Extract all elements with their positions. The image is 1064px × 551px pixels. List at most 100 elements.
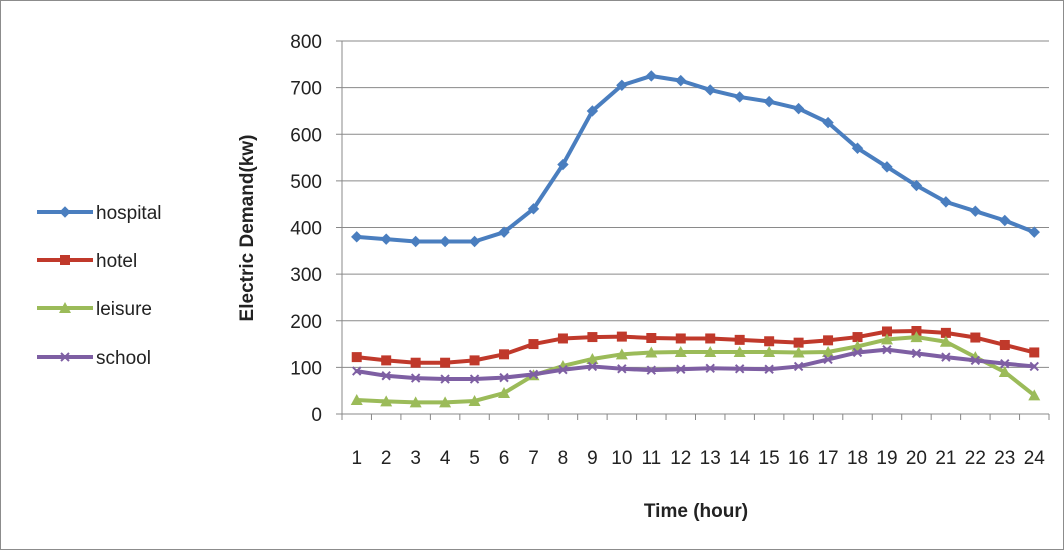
data-point-school: [676, 364, 686, 374]
data-point-hospital: [586, 105, 599, 117]
data-point-school: [646, 365, 657, 375]
x-tick-label: 21: [935, 448, 956, 469]
data-point-hotel: [587, 332, 598, 343]
y-tick-label: 200: [290, 312, 322, 333]
data-point-leisure: [645, 346, 658, 358]
x-tick-label: 14: [729, 448, 751, 469]
x-tick-label: 23: [994, 448, 1015, 469]
data-point-hotel: [911, 326, 922, 337]
series-line-leisure: [354, 335, 1037, 405]
data-point-leisure: [822, 345, 835, 357]
data-point-school: [911, 348, 922, 359]
data-point-school: [410, 373, 421, 383]
legend-item-leisure: leisure: [37, 299, 152, 320]
data-point-hotel: [351, 352, 362, 363]
y-axis-title: Electric Demand(kw): [237, 135, 258, 322]
y-tick-label: 500: [290, 172, 322, 193]
series-hospital: [351, 70, 1040, 248]
data-point-hotel: [675, 333, 686, 344]
x-tick-label: 19: [876, 448, 897, 469]
data-point-leisure: [910, 331, 923, 343]
data-point-school: [499, 372, 509, 383]
data-point-hotel: [646, 333, 657, 344]
data-point-hospital: [380, 233, 392, 245]
series-group: [350, 70, 1041, 408]
data-point-leisure: [674, 345, 687, 357]
data-point-leisure: [939, 335, 952, 347]
data-point-school: [381, 371, 391, 381]
data-point-hospital: [616, 79, 628, 92]
series-line-hotel: [354, 329, 1037, 365]
data-point-hotel: [557, 333, 568, 344]
x-tick-label: 3: [410, 448, 421, 469]
data-point-hospital: [645, 70, 658, 82]
data-point-hospital: [557, 158, 569, 171]
data-point-school: [1029, 361, 1039, 372]
data-point-leisure: [586, 352, 599, 364]
data-point-leisure: [998, 366, 1011, 378]
data-point-hotel: [469, 355, 480, 366]
x-tick-label: 12: [670, 448, 691, 469]
x-tick-label: 22: [965, 448, 986, 469]
data-point-leisure: [615, 348, 628, 360]
legend-item-hotel: hotel: [37, 251, 137, 272]
y-tick-label: 700: [290, 79, 322, 100]
data-point-hospital: [969, 205, 982, 217]
data-point-school: [705, 363, 715, 374]
x-tick-label: 24: [1024, 448, 1046, 469]
x-tick-label: 20: [906, 448, 927, 469]
data-point-leisure: [498, 387, 511, 399]
data-point-leisure: [704, 345, 717, 357]
data-point-hospital: [439, 235, 451, 248]
y-tick-label: 600: [290, 125, 322, 146]
gridlines: [341, 40, 1049, 415]
data-point-leisure: [763, 345, 776, 357]
legend-item-hospital: hospital: [37, 203, 162, 224]
legend-marker-leisure: [59, 302, 71, 313]
data-point-leisure: [468, 394, 481, 406]
legend-marker-school: [60, 352, 70, 362]
data-point-hospital: [527, 203, 540, 215]
data-point-hotel: [381, 355, 392, 366]
x-tick-label: 1: [351, 448, 362, 469]
data-point-hotel: [734, 334, 745, 345]
x-tick-label: 15: [759, 448, 780, 469]
x-tick-label: 4: [440, 448, 451, 469]
data-point-school: [852, 347, 863, 358]
x-axis-ticks: 1 2 3 4 5 6 7 8 9 10 11 12 13 14 15 16 17 18 19 20 21 22 23 24: [341, 414, 1050, 469]
legend-label-school: school: [96, 348, 151, 369]
data-point-school: [793, 361, 804, 372]
x-tick-label: 9: [587, 448, 598, 469]
series-hotel: [351, 326, 1040, 368]
data-point-hospital: [1028, 226, 1040, 238]
data-point-hotel: [823, 335, 834, 346]
x-tick-label: 13: [700, 448, 721, 469]
data-point-leisure: [409, 396, 422, 408]
data-point-leisure: [380, 395, 393, 407]
data-point-school: [469, 374, 480, 384]
x-tick-label: 16: [788, 448, 809, 469]
series-line-hospital: [354, 73, 1037, 244]
x-axis-title: Time (hour): [644, 501, 748, 522]
data-point-hospital: [468, 235, 481, 248]
x-tick-label: 5: [469, 448, 480, 469]
data-point-hotel: [970, 332, 981, 343]
data-point-school: [970, 355, 981, 366]
x-tick-label: 6: [499, 448, 510, 469]
data-point-school: [587, 361, 598, 372]
data-point-school: [1000, 358, 1010, 369]
x-tick-label: 2: [381, 448, 392, 469]
x-tick-label: 8: [558, 448, 569, 469]
x-tick-label: 7: [528, 448, 539, 469]
y-tick-label: 400: [290, 219, 322, 240]
data-point-hotel: [616, 331, 627, 342]
data-point-hospital: [733, 91, 746, 103]
data-point-hospital: [704, 84, 716, 96]
data-point-leisure: [1028, 389, 1041, 401]
data-point-school: [882, 344, 892, 355]
data-point-leisure: [792, 346, 805, 358]
data-point-hotel: [881, 326, 892, 337]
data-point-hospital: [881, 161, 893, 173]
